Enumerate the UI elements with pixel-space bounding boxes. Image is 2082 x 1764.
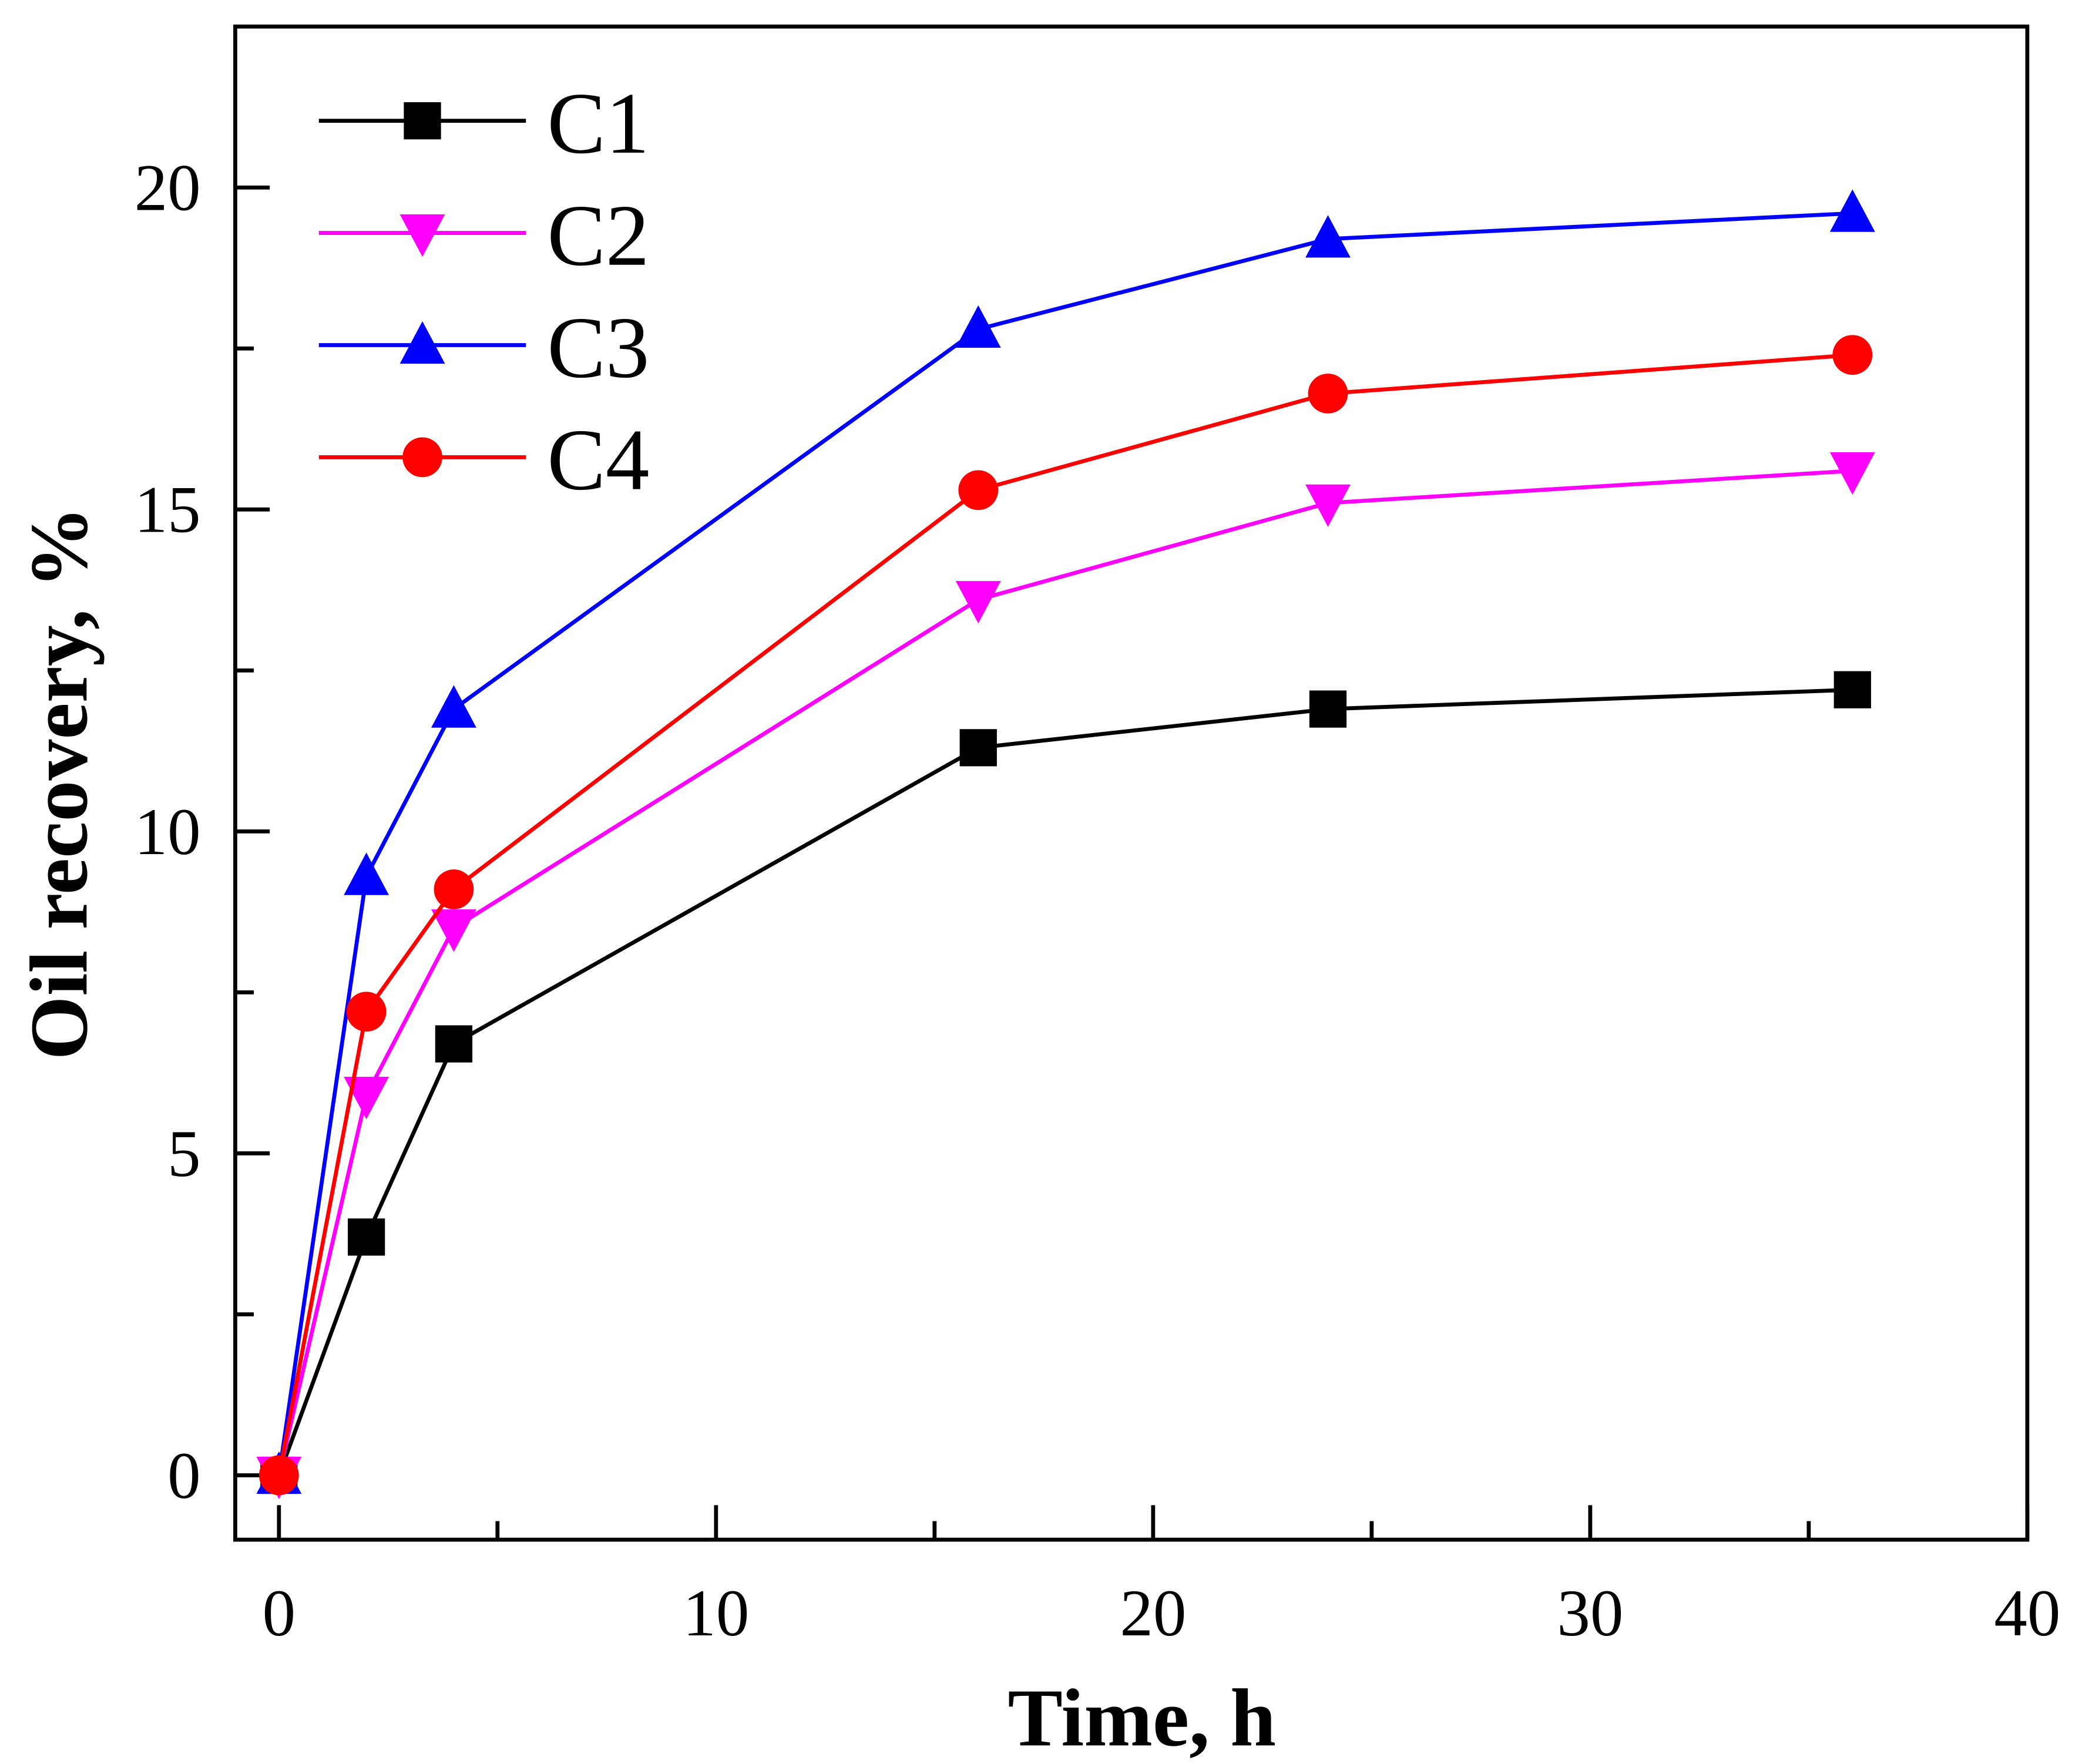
data-point-c4 <box>958 470 999 510</box>
data-point-c2 <box>955 581 1001 624</box>
y-tick-label: 15 <box>135 473 201 547</box>
legend-label: C3 <box>547 300 649 397</box>
series-line-c1 <box>277 687 1853 1476</box>
x-axis-title: Time, h <box>1008 1672 1276 1763</box>
legend-entry-c2: C2 <box>318 187 649 284</box>
data-point-c3 <box>344 852 389 895</box>
legend-marker <box>399 214 445 257</box>
x-tick-label: 40 <box>1994 1577 2060 1650</box>
legend: C1 C2 C3 C4 <box>318 75 649 509</box>
legend-marker <box>404 102 441 140</box>
legend-entry-c4: C4 <box>318 412 649 509</box>
x-tick-label: 20 <box>1120 1577 1186 1650</box>
data-point-c1 <box>1833 671 1871 708</box>
data-point-c4 <box>1308 374 1348 414</box>
x-tick-label: 0 <box>263 1577 295 1650</box>
series-line-c4 <box>277 352 1853 1476</box>
series-c3 <box>256 189 1875 1494</box>
x-tick-label: 10 <box>683 1577 749 1650</box>
y-tick-label: 20 <box>135 152 201 225</box>
legend-marker <box>402 437 442 478</box>
axes: 0 10 20 30 40 0 5 10 15 20 <box>135 152 2061 1650</box>
data-point-c2 <box>431 909 476 952</box>
legend-marker <box>399 321 445 364</box>
data-point-c3 <box>1829 189 1875 232</box>
series-line-c2 <box>277 469 1853 1476</box>
series-layer <box>256 189 1875 1500</box>
data-point-c1 <box>347 1218 385 1256</box>
data-point-c4 <box>258 1455 299 1496</box>
data-point-c4 <box>346 992 387 1032</box>
data-point-c2 <box>344 1077 389 1120</box>
y-axis-title: Oil recovery, % <box>14 506 105 1060</box>
y-tick-label: 5 <box>167 1117 200 1191</box>
data-point-c1 <box>959 729 997 767</box>
legend-label: C1 <box>547 75 649 172</box>
data-point-c3 <box>1305 215 1351 258</box>
y-tick-label: 0 <box>167 1439 200 1513</box>
series-c2 <box>256 452 1875 1500</box>
series-line-c3 <box>277 211 1853 1476</box>
legend-entry-c3: C3 <box>318 300 649 397</box>
data-point-c3 <box>955 305 1001 348</box>
legend-label: C4 <box>547 412 649 509</box>
plot-frame <box>233 24 2030 1542</box>
data-point-c2 <box>1829 452 1875 495</box>
data-point-c4 <box>1832 335 1873 375</box>
data-point-c2 <box>1305 484 1351 527</box>
legend-label: C2 <box>547 187 649 284</box>
legend-entry-c1: C1 <box>318 75 649 172</box>
data-point-c1 <box>435 1025 473 1063</box>
data-point-c4 <box>434 869 474 909</box>
data-point-c3 <box>431 685 476 728</box>
data-point-c1 <box>1309 690 1347 728</box>
x-tick-label: 30 <box>1557 1577 1623 1650</box>
series-c4 <box>258 335 1873 1496</box>
series-c1 <box>260 671 1871 1494</box>
y-tick-label: 10 <box>135 795 201 869</box>
